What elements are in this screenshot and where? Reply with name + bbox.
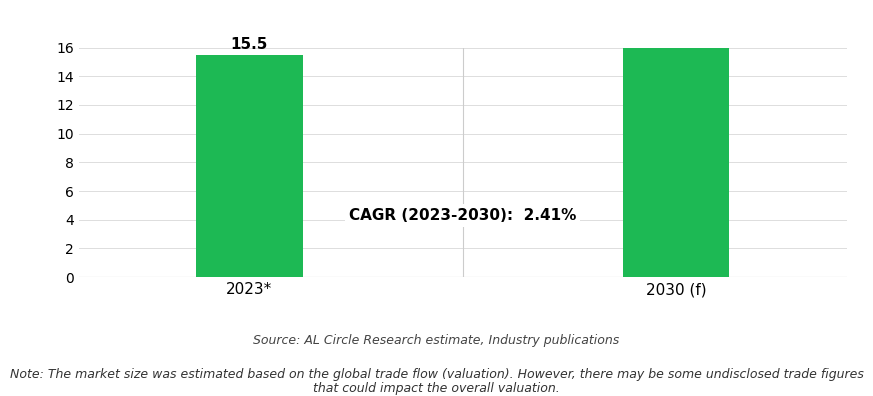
Text: Note: The market size was estimated based on the global trade flow (valuation). : Note: The market size was estimated base…: [10, 368, 863, 381]
Bar: [196, 55, 303, 277]
Text: that could impact the overall valuation.: that could impact the overall valuation.: [313, 382, 560, 394]
Text: CAGR (2023-2030):  2.41%: CAGR (2023-2030): 2.41%: [349, 208, 576, 223]
Text: 15.5: 15.5: [230, 37, 268, 52]
Text: Source: AL Circle Research estimate, Industry publications: Source: AL Circle Research estimate, Ind…: [253, 334, 620, 347]
Bar: [622, 0, 730, 277]
